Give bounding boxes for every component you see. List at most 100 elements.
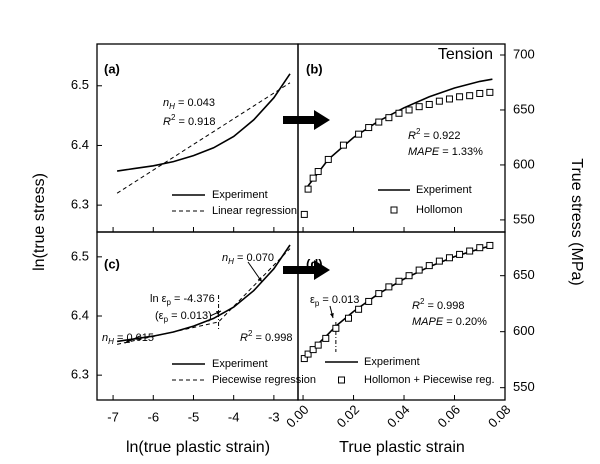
marker: [304, 185, 312, 193]
annotation-part: = 1.33%: [439, 146, 483, 158]
series-line: [116, 82, 291, 194]
annotation: (εp = 0.013): [155, 310, 212, 324]
annotation-part: R: [240, 332, 248, 344]
marker: [314, 341, 322, 349]
arrow: [283, 110, 330, 130]
annotation-arrowhead: [257, 277, 262, 282]
annotation-part: p: [164, 315, 169, 324]
annotation-part: R: [412, 300, 420, 312]
x-axis-title-right: True plastic strain: [339, 439, 465, 456]
annotation-part: 2: [416, 127, 421, 136]
y-axis-title-right: True stress (MPa): [568, 158, 585, 285]
legend-label: Experiment: [212, 358, 268, 370]
marker: [344, 314, 352, 322]
annotation: εp = 0.013: [310, 294, 359, 308]
panel: 550 600 650 700 (b) Experiment Hollomon R2 = 0.…: [297, 43, 535, 233]
marker: [339, 141, 347, 149]
marker: [435, 97, 443, 105]
legend-label: Experiment: [364, 356, 420, 368]
panel-label: (d): [306, 256, 323, 271]
annotation-part: R: [408, 130, 416, 142]
annotation-part: n: [102, 332, 108, 344]
annotation-part: ln ε: [150, 293, 167, 305]
annotation-part: 2: [248, 329, 253, 338]
annotation-arrowhead: [125, 339, 130, 343]
marker: [324, 155, 332, 163]
marker: [332, 324, 340, 332]
marker: [395, 277, 403, 285]
annotation-part: H: [169, 102, 175, 111]
legend-label: Hollomon: [416, 204, 462, 216]
annotation-part: (ε: [155, 310, 164, 322]
y-tick-label: 6.4: [71, 307, 89, 322]
marker: [435, 257, 443, 265]
marker: [355, 305, 363, 313]
y-tick-label: 600: [513, 156, 535, 171]
marker: [314, 168, 322, 176]
marker: [365, 297, 373, 305]
marker: [375, 118, 383, 126]
x-axis-title-left: ln(true plastic strain): [126, 439, 270, 456]
annotation: ln εp = -4.376: [150, 293, 215, 307]
marker: [309, 174, 317, 182]
annotation-part: MAPE: [408, 146, 440, 158]
annotation-part: = 0.20%: [443, 316, 487, 328]
annotation: nH = 0.043: [163, 97, 215, 111]
annotation-part: = 0.015: [114, 332, 154, 344]
marker: [476, 244, 484, 252]
y-axis-title-left: ln(true stress): [31, 173, 48, 271]
legend-label: Piecewise regression: [212, 374, 316, 386]
annotation-part: H: [108, 337, 114, 346]
x-tick-label: -5: [188, 409, 200, 424]
marker: [385, 114, 393, 122]
annotation: nH = 0.070: [222, 252, 274, 266]
panel: 6.3 6.4 6.5 -7 -6 -5 -4 -3 (c) Experiment Piecewis…: [71, 231, 316, 424]
series-line: [116, 244, 291, 343]
y-tick-label: 550: [513, 379, 535, 394]
annotation-arrowhead: [216, 311, 221, 315]
annotation-part: R: [163, 116, 171, 128]
marker: [486, 241, 494, 249]
annotation-part: = 0.922: [420, 130, 460, 142]
marker: [425, 262, 433, 270]
marker: [300, 355, 308, 363]
annotation-part: = -4.376: [171, 293, 215, 305]
annotation-part: = 0.043: [175, 97, 215, 109]
y-tick-label: 6.5: [71, 248, 89, 263]
annotation-part: = 0.998: [252, 332, 292, 344]
annotation: R2 = 0.918: [163, 113, 215, 128]
annotation-part: = 0.918: [175, 116, 215, 128]
panel-frame: [297, 231, 506, 401]
legend-marker: [390, 206, 398, 214]
marker: [304, 350, 312, 358]
annotation: R2 = 0.998: [412, 297, 464, 312]
legend-label: Experiment: [212, 189, 268, 201]
marker: [309, 346, 317, 354]
marker: [300, 210, 308, 218]
y-tick-label: 6.4: [71, 137, 89, 152]
x-tick-label: -6: [147, 409, 159, 424]
legend-marker: [338, 376, 345, 384]
corner-label: Tension: [438, 46, 493, 63]
annotation: R2 = 0.922: [408, 127, 460, 142]
marker: [375, 290, 383, 298]
marker: [445, 254, 453, 262]
y-tick-label: 6.3: [71, 367, 89, 382]
marker: [466, 247, 474, 255]
marker: [415, 103, 423, 111]
y-tick-label: 600: [513, 323, 535, 338]
annotation-part: 2: [171, 113, 176, 122]
annotation: MAPE = 1.33%: [408, 146, 483, 158]
annotation-part: = 0.070: [234, 252, 274, 264]
arrow: [283, 260, 330, 280]
marker: [486, 88, 494, 96]
marker: [322, 334, 330, 342]
annotation-part: 2: [420, 297, 425, 306]
y-tick-label: 6.3: [71, 197, 89, 212]
annotation-part: ε: [310, 294, 315, 306]
marker: [476, 89, 484, 97]
x-tick-label: -3: [268, 409, 280, 424]
annotation-part: n: [222, 252, 228, 264]
annotation-part: H: [228, 257, 234, 266]
